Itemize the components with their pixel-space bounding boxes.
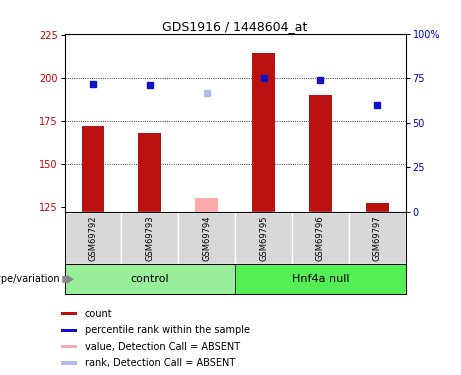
FancyBboxPatch shape [292,212,349,264]
Bar [65,264,235,294]
Bar [309,95,332,212]
Text: value, Detection Call = ABSENT: value, Detection Call = ABSENT [85,342,240,352]
Text: rank, Detection Call = ABSENT: rank, Detection Call = ABSENT [85,358,235,368]
Text: GSM69797: GSM69797 [373,215,382,261]
Bar [366,203,389,212]
Text: GSM69796: GSM69796 [316,215,325,261]
Text: GSM69792: GSM69792 [89,215,97,261]
Bar [252,53,275,212]
Bar [61,328,77,332]
Text: percentile rank within the sample: percentile rank within the sample [85,325,250,335]
Text: Hnf4a null: Hnf4a null [292,274,349,284]
Text: control: control [130,274,169,284]
Bar [138,133,161,212]
Text: GSM69793: GSM69793 [145,215,154,261]
Text: count: count [85,309,112,319]
Bar [61,345,77,348]
Text: GSM69795: GSM69795 [259,215,268,261]
FancyBboxPatch shape [65,212,121,264]
Text: GSM69794: GSM69794 [202,215,211,261]
Bar [61,362,77,364]
Text: genotype/variation: genotype/variation [0,274,60,284]
FancyBboxPatch shape [121,212,178,264]
Bar [195,198,218,212]
Bar [235,264,406,294]
FancyBboxPatch shape [178,212,235,264]
Bar [61,312,77,315]
Bar [82,126,104,212]
Title: GDS1916 / 1448604_at: GDS1916 / 1448604_at [162,20,308,33]
FancyBboxPatch shape [235,212,292,264]
FancyBboxPatch shape [349,212,406,264]
